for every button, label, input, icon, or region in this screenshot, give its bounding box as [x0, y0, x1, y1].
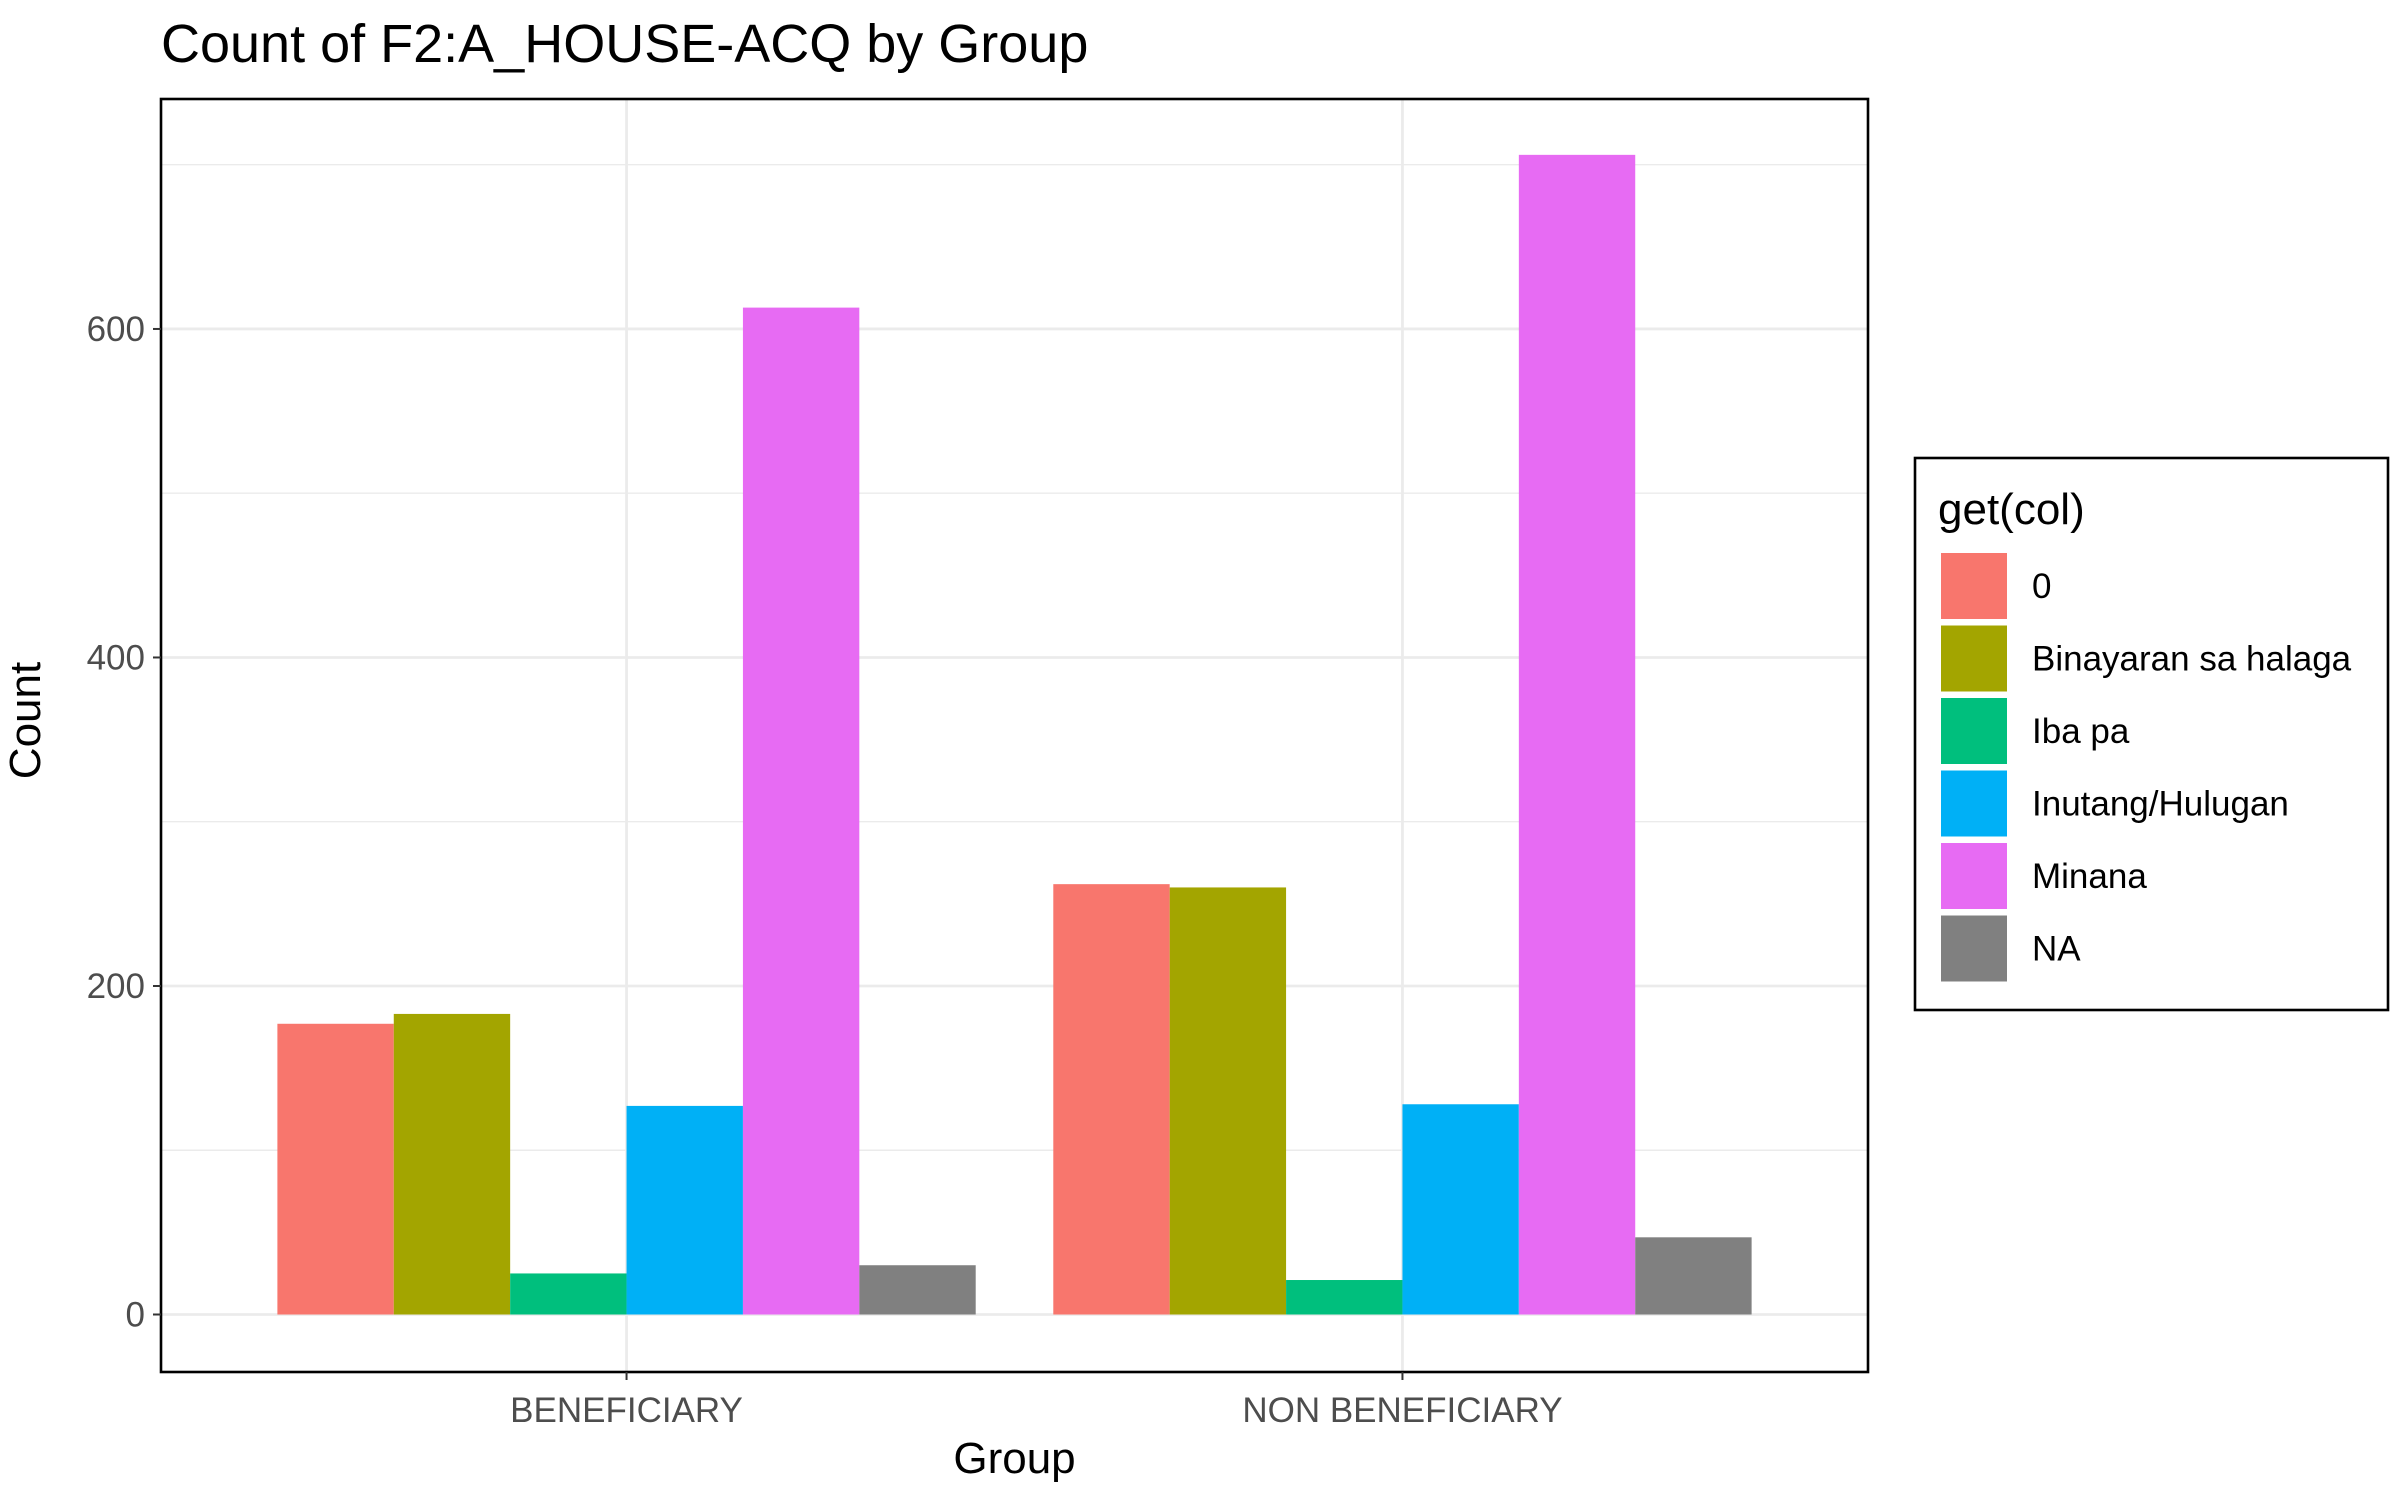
legend-item-label: Inutang/Hulugan — [2032, 785, 2289, 824]
y-axis-label: Count — [1, 662, 50, 779]
legend-item-label: Minana — [2032, 857, 2147, 896]
chart-title: Count of F2:A_HOUSE-ACQ by Group — [161, 14, 1088, 74]
y-tick-label: 600 — [87, 310, 145, 349]
bar — [1169, 887, 1287, 1315]
legend: get(col) 0 Binayaran sa halaga Iba pa Inutan… — [1913, 456, 2390, 1012]
y-tick-label: 0 — [126, 1296, 145, 1335]
bar — [277, 1023, 394, 1315]
bar — [510, 1273, 627, 1315]
legend-swatch — [1941, 698, 2007, 764]
legend-swatch — [1941, 553, 2007, 619]
bar — [1635, 1237, 1752, 1315]
y-tick-label: 200 — [87, 967, 145, 1006]
bar — [1053, 884, 1170, 1315]
legend-swatch — [1941, 625, 2007, 692]
legend-swatch — [1941, 770, 2007, 837]
legend-item-label: Binayaran sa halaga — [2032, 640, 2352, 679]
legend-title: get(col) — [1938, 485, 2085, 534]
bar — [1518, 154, 1636, 1315]
bar — [859, 1265, 976, 1315]
bar — [1286, 1280, 1403, 1315]
bar — [742, 307, 860, 1315]
plot-border — [159, 97, 1870, 1374]
legend-swatch — [1941, 915, 2007, 982]
legend-item-label: 0 — [2032, 567, 2051, 606]
x-tick-label: NON BENEFICIARY — [1242, 1391, 1562, 1430]
x-tick-label: BENEFICIARY — [510, 1391, 743, 1430]
bar — [393, 1013, 511, 1315]
y-tick-label: 400 — [87, 638, 145, 677]
legend-item-label: NA — [2032, 930, 2081, 969]
bar — [1402, 1104, 1519, 1315]
x-axis-label: Group — [953, 1434, 1075, 1483]
legend-swatch — [1941, 843, 2007, 909]
bar — [626, 1105, 743, 1315]
legend-item-label: Iba pa — [2032, 712, 2130, 751]
